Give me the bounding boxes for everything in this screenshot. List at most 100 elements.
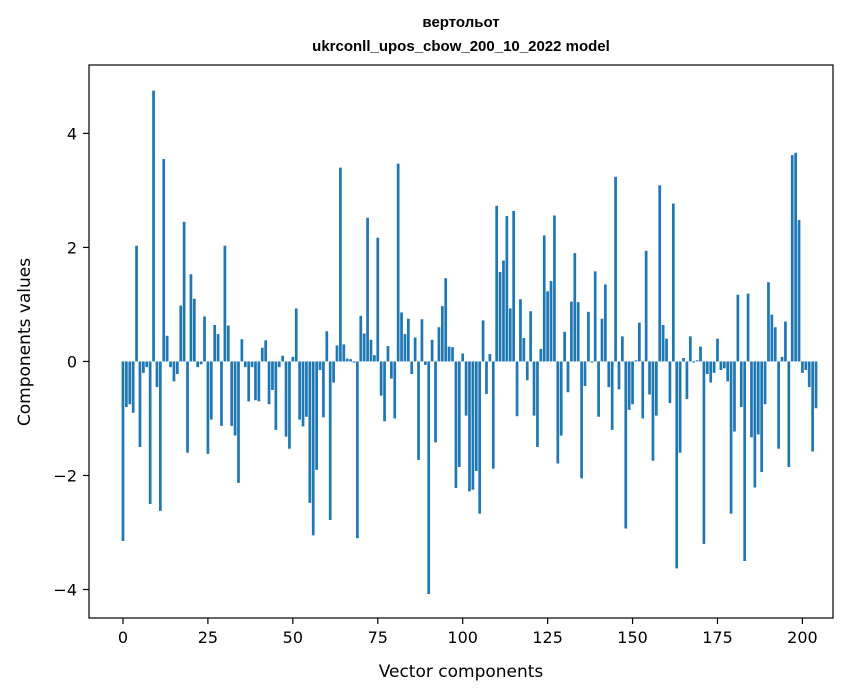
bar-45 bbox=[274, 361, 278, 430]
y-axis-ticks: −4 −2 0 2 4 bbox=[53, 124, 89, 599]
x-tick-label: 150 bbox=[617, 628, 648, 647]
bar-98 bbox=[454, 361, 458, 489]
bar-121 bbox=[532, 361, 536, 416]
bar-159 bbox=[661, 324, 665, 362]
bar-201 bbox=[804, 361, 808, 370]
bar-11 bbox=[158, 361, 162, 511]
bar-102 bbox=[468, 361, 471, 492]
bar-85 bbox=[410, 361, 414, 374]
bar-199 bbox=[797, 220, 801, 362]
bar-77 bbox=[383, 361, 386, 422]
bar-83 bbox=[403, 334, 407, 362]
bar-157 bbox=[654, 361, 658, 416]
bar-185 bbox=[750, 361, 753, 438]
bar-200 bbox=[801, 361, 804, 373]
bar-172 bbox=[705, 361, 709, 374]
bar-189 bbox=[763, 361, 767, 405]
bar-59 bbox=[322, 361, 325, 418]
bar-29 bbox=[220, 361, 223, 426]
bar-153 bbox=[641, 361, 645, 419]
y-axis-label: Components values bbox=[15, 258, 35, 426]
bar-169 bbox=[695, 360, 699, 362]
bar-73 bbox=[369, 339, 373, 362]
bar-30 bbox=[223, 245, 227, 362]
bar-167 bbox=[688, 336, 692, 362]
bar-42 bbox=[264, 340, 268, 362]
bar-10 bbox=[155, 361, 159, 388]
bar-184 bbox=[746, 293, 750, 362]
x-axis-label: Vector components bbox=[379, 662, 544, 682]
bar-89 bbox=[423, 361, 427, 365]
bar-178 bbox=[726, 361, 730, 382]
bar-90 bbox=[427, 361, 431, 595]
bars-group bbox=[121, 90, 818, 595]
bar-131 bbox=[566, 361, 570, 393]
bar-144 bbox=[610, 361, 614, 430]
bar-47 bbox=[281, 355, 284, 362]
bar-1 bbox=[125, 361, 128, 408]
x-tick-label: 75 bbox=[368, 628, 388, 647]
bar-116 bbox=[515, 361, 519, 417]
bar-158 bbox=[658, 185, 662, 362]
chart-title-line1: вертольот bbox=[422, 14, 499, 31]
bar-112 bbox=[502, 260, 505, 362]
bar-122 bbox=[536, 361, 539, 447]
bar-76 bbox=[379, 361, 383, 396]
bar-143 bbox=[607, 361, 611, 388]
bar-33 bbox=[233, 361, 237, 436]
y-tick-label: 0 bbox=[67, 352, 77, 371]
y-tick-label: −4 bbox=[53, 580, 77, 599]
bar-100 bbox=[461, 353, 465, 362]
bar-179 bbox=[729, 361, 733, 514]
bar-146 bbox=[617, 361, 621, 390]
bar-25 bbox=[206, 361, 210, 454]
bar-21 bbox=[192, 298, 196, 362]
chart-title-line2: ukrconll_upos_cbow_200_10_2022 model bbox=[312, 38, 610, 55]
bar-97 bbox=[451, 347, 454, 362]
bar-84 bbox=[406, 318, 410, 362]
bar-106 bbox=[481, 320, 485, 362]
bar-48 bbox=[284, 361, 288, 437]
bar-177 bbox=[722, 361, 726, 369]
bar-109 bbox=[491, 361, 495, 469]
bar-203 bbox=[811, 361, 814, 452]
bar-194 bbox=[780, 356, 784, 362]
bar-136 bbox=[583, 361, 587, 386]
bar-101 bbox=[464, 361, 468, 416]
x-axis-ticks: 0 25 50 75 100 125 150 175 200 bbox=[118, 618, 818, 647]
bar-18 bbox=[182, 221, 186, 362]
bar-125 bbox=[546, 291, 549, 362]
bar-24 bbox=[203, 316, 206, 362]
bar-62 bbox=[332, 361, 335, 383]
bar-147 bbox=[621, 336, 624, 362]
bar-70 bbox=[359, 315, 363, 362]
bar-46 bbox=[277, 361, 281, 368]
bar-133 bbox=[573, 253, 577, 362]
bar-71 bbox=[362, 333, 366, 362]
bar-197 bbox=[790, 155, 794, 362]
bar-161 bbox=[668, 361, 672, 404]
x-tick-label: 50 bbox=[283, 628, 303, 647]
x-tick-label: 0 bbox=[118, 628, 128, 647]
bar-38 bbox=[250, 361, 254, 368]
bar-163 bbox=[675, 361, 679, 569]
bar-151 bbox=[634, 360, 638, 362]
bar-166 bbox=[685, 361, 689, 400]
bar-50 bbox=[291, 356, 295, 362]
bar-150 bbox=[631, 361, 634, 405]
bar-139 bbox=[593, 271, 597, 362]
bar-67 bbox=[349, 359, 352, 362]
bar-132 bbox=[570, 301, 573, 362]
bar-31 bbox=[226, 325, 230, 362]
y-tick-label: 4 bbox=[67, 124, 77, 143]
bar-198 bbox=[794, 152, 797, 362]
bar-49 bbox=[288, 361, 291, 449]
bar-141 bbox=[600, 318, 604, 362]
bar-202 bbox=[807, 361, 811, 388]
bar-99 bbox=[457, 361, 461, 467]
bar-111 bbox=[498, 271, 502, 362]
bar-107 bbox=[485, 361, 488, 394]
bar-26 bbox=[209, 361, 213, 420]
bar-140 bbox=[597, 361, 600, 417]
bar-57 bbox=[315, 361, 318, 470]
